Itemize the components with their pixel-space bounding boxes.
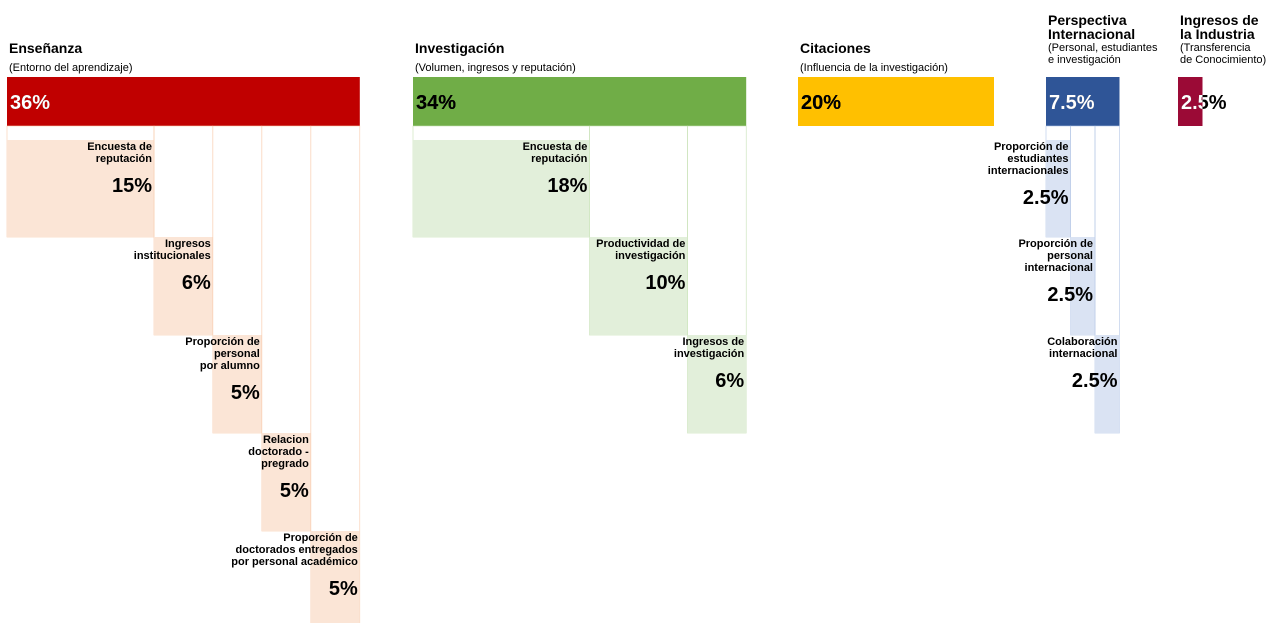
- item-label: Proporción de: [185, 336, 260, 348]
- pillar-title: Investigación: [415, 40, 504, 56]
- item-label: doctorado -: [248, 446, 309, 458]
- pillar-subtitle: de Conocimiento): [1180, 54, 1266, 66]
- item-weight: 5%: [280, 480, 309, 502]
- item-label: personal: [214, 348, 260, 360]
- item-weight: 6%: [182, 272, 211, 294]
- item-label: doctorados entregados: [236, 544, 358, 556]
- item-label: Relacion: [263, 434, 309, 446]
- item-label: por alumno: [200, 360, 260, 372]
- item-label: Encuesta de: [523, 141, 588, 153]
- pillar-weight: 34%: [416, 92, 456, 114]
- item-bar: [1070, 237, 1095, 335]
- pillar-subtitle: (Transferencia: [1180, 42, 1251, 54]
- item-weight: 2.5%: [1072, 370, 1118, 392]
- item-label: Proporción de: [283, 532, 358, 544]
- pillar-weight: 36%: [10, 92, 50, 114]
- item-label: Encuesta de: [87, 141, 152, 153]
- item-bar: [212, 335, 262, 433]
- item-label: Ingresos de: [682, 336, 744, 348]
- item-bar: [154, 237, 213, 335]
- item-bar: [413, 140, 590, 237]
- pillar-bar: [1178, 77, 1203, 126]
- item-bar: [687, 335, 747, 433]
- pillar-weight: 7.5%: [1049, 92, 1095, 114]
- item-label: Ingresos: [165, 238, 211, 250]
- pillar-title: Ingresos de: [1180, 12, 1259, 28]
- item-label: estudiantes: [1007, 153, 1068, 165]
- item-bar: [7, 140, 154, 237]
- pillar-weight: 2.5%: [1181, 92, 1227, 114]
- item-label: Colaboración: [1047, 336, 1118, 348]
- pillar-bar: [798, 77, 994, 126]
- pillar-title: Perspectiva: [1048, 12, 1127, 28]
- item-label: internacionales: [988, 165, 1069, 177]
- pillar-bar: [1046, 77, 1120, 126]
- pillar-subtitle: (Influencia de la investigación): [800, 62, 948, 74]
- pillar-title: Citaciones: [800, 40, 871, 56]
- pillar-weight: 7.5%: [1049, 92, 1095, 114]
- item-bar: [589, 237, 688, 335]
- item-bar: [1046, 140, 1071, 237]
- item-weight: 6%: [715, 370, 744, 392]
- pillar-bar: [413, 77, 747, 126]
- pillar-title: Enseñanza: [9, 40, 82, 56]
- column-outline: [310, 125, 361, 623]
- item-bar: [261, 433, 311, 531]
- item-label: investigación: [615, 250, 686, 262]
- pillar-subtitle: (Entorno del aprendizaje): [9, 62, 133, 74]
- item-label: investigación: [674, 348, 745, 360]
- item-label: reputación: [96, 153, 153, 165]
- item-label: pregrado: [261, 458, 309, 470]
- pillar-weight: 36%: [10, 92, 50, 114]
- item-weight: 2.5%: [1023, 187, 1069, 209]
- item-label: reputación: [531, 153, 588, 165]
- item-label: Proporción de: [1018, 238, 1093, 250]
- item-weight: 2.5%: [1047, 284, 1093, 306]
- item-label: por personal académico: [231, 556, 358, 568]
- item-label: institucionales: [134, 250, 211, 262]
- pillar-subtitle: (Personal, estudiantes: [1048, 42, 1158, 54]
- pillar-subtitle: e investigación: [1048, 54, 1121, 66]
- pillar-bar: [7, 77, 360, 126]
- pillar-title: la Industria: [1180, 26, 1255, 42]
- pillar-title: Internacional: [1048, 26, 1135, 42]
- item-label: internacional: [1049, 348, 1117, 360]
- item-label: Proporción de: [994, 141, 1069, 153]
- item-bar: [310, 531, 360, 623]
- pillar-weight: 2.5%: [1181, 92, 1227, 114]
- pillar-weight: 20%: [801, 92, 841, 114]
- item-weight: 15%: [112, 175, 152, 197]
- item-weight: 5%: [329, 578, 358, 600]
- item-weight: 5%: [231, 382, 260, 404]
- item-weight: 18%: [547, 175, 587, 197]
- pillar-subtitle: (Volumen, ingresos y reputación): [415, 62, 576, 74]
- item-label: Productividad de: [596, 238, 685, 250]
- item-label: internacional: [1025, 262, 1093, 274]
- item-label: personal: [1047, 250, 1093, 262]
- pillar-weight: 34%: [416, 92, 456, 114]
- pillar-weight: 20%: [801, 92, 841, 114]
- item-bar: [1095, 335, 1120, 433]
- item-weight: 10%: [645, 272, 685, 294]
